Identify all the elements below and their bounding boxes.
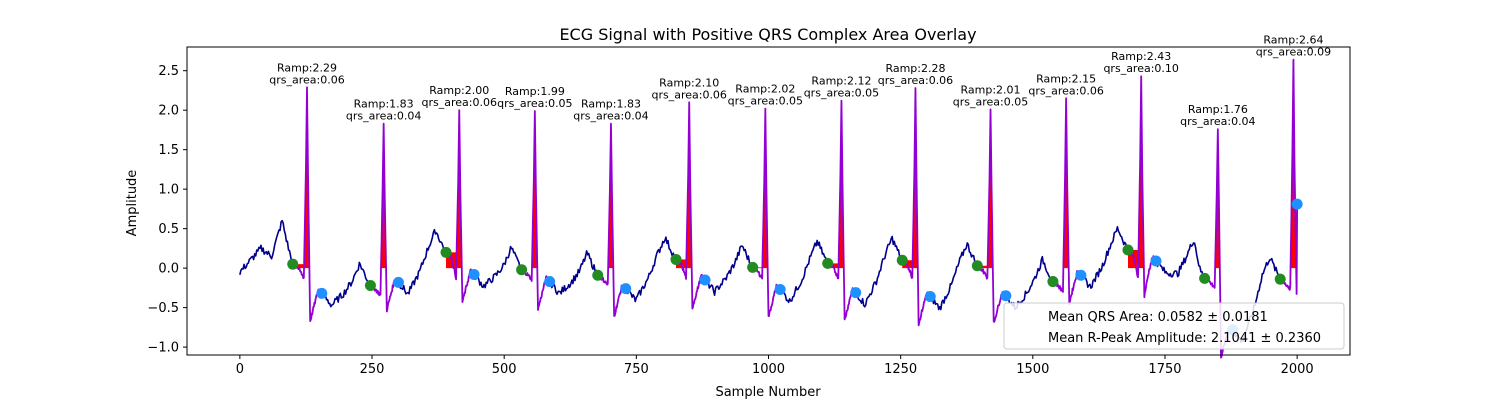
qrs-onset-marker xyxy=(592,269,604,281)
qrs-offset-marker xyxy=(924,291,936,303)
qrs-area-annotation: qrs_area:0.06 xyxy=(1028,84,1103,97)
y-tick-label: 1.0 xyxy=(158,183,179,198)
qrs-area-annotation: qrs_area:0.09 xyxy=(1256,46,1331,59)
ramp-annotation: Ramp:2.43 xyxy=(1111,50,1171,63)
ramp-annotation: Ramp:2.10 xyxy=(659,76,719,89)
y-tick-label: −1.0 xyxy=(147,341,179,356)
qrs-offset-marker xyxy=(1000,290,1012,302)
qrs-area-fill xyxy=(292,264,305,269)
ramp-annotation: Ramp:1.83 xyxy=(581,98,641,111)
qrs-area-annotation: qrs_area:0.06 xyxy=(878,74,953,87)
ramp-annotation: Ramp:2.29 xyxy=(277,61,337,74)
legend-entry: Mean QRS Area: 0.0582 ± 0.0181 xyxy=(1048,310,1268,325)
ecg-signal-line xyxy=(705,245,753,297)
y-tick-label: 0.0 xyxy=(158,262,179,277)
qrs-area-annotation: qrs_area:0.06 xyxy=(651,88,726,101)
qrs-onset-marker xyxy=(287,258,299,270)
qrs-onset-marker xyxy=(822,257,834,269)
x-tick-label: 1000 xyxy=(752,362,785,377)
qrs-offset-marker xyxy=(1075,269,1087,281)
qrs-onset-marker xyxy=(747,261,759,273)
qrs-offset-marker xyxy=(468,268,480,280)
qrs-area-annotation: qrs_area:0.04 xyxy=(573,110,648,123)
ecg-signal-line xyxy=(239,219,293,275)
y-tick-label: 1.5 xyxy=(158,143,179,158)
qrs-onset-marker xyxy=(1122,244,1134,256)
qrs-onset-marker xyxy=(516,264,528,276)
x-tick-label: 500 xyxy=(492,362,517,377)
qrs-offset-marker xyxy=(850,287,862,299)
ecg-signal-line xyxy=(549,250,599,295)
x-tick-label: 1250 xyxy=(884,362,917,377)
qrs-onset-marker xyxy=(440,246,452,258)
ramp-annotation: Ramp:1.76 xyxy=(1188,103,1248,116)
legend-box xyxy=(1003,302,1345,350)
qrs-area-annotation: qrs_area:0.06 xyxy=(422,96,497,109)
qrs-onset-marker xyxy=(1274,273,1286,285)
qrs-offset-marker xyxy=(620,283,632,295)
qrs-onset-marker xyxy=(364,280,376,292)
qrs-segment-line xyxy=(976,108,1007,323)
qrs-area-annotation: qrs_area:0.04 xyxy=(1180,115,1255,128)
qrs-onset-marker xyxy=(1199,272,1211,284)
y-tick-label: −0.5 xyxy=(147,301,179,316)
qrs-segment-line xyxy=(752,107,781,317)
ecg-signal-line xyxy=(626,236,677,303)
chart-title: ECG Signal with Positive QRS Complex Are… xyxy=(559,25,976,44)
x-tick-label: 2000 xyxy=(1281,362,1314,377)
ecg-signal-line xyxy=(473,245,522,289)
x-tick-label: 0 xyxy=(236,362,244,377)
qrs-offset-marker xyxy=(316,287,328,299)
qrs-onset-marker xyxy=(1047,276,1059,288)
y-axis-label: Amplitude xyxy=(125,170,140,237)
qrs-area-annotation: qrs_area:0.05 xyxy=(728,95,803,108)
qrs-offset-marker xyxy=(1291,198,1303,210)
axes: 0 250 500 750 1000 1250 1500 1750 2000 −1.0 −0.5 0.… xyxy=(147,46,1351,377)
x-tick-label: 1750 xyxy=(1148,362,1181,377)
ramp-annotation: Ramp:2.28 xyxy=(885,62,945,75)
x-tick-label: 1500 xyxy=(1016,362,1049,377)
qrs-onset-marker xyxy=(896,254,908,266)
plot-area: Ramp:2.29qrs_area:0.06Ramp:1.83qrs_area:… xyxy=(239,34,1331,359)
ecg-signal-line xyxy=(931,242,978,311)
ramp-annotation: Ramp:2.02 xyxy=(735,83,795,96)
legend: Mean QRS Area: 0.0582 ± 0.0181 Mean R-Pea… xyxy=(1003,302,1345,350)
qrs-area-annotation: qrs_area:0.10 xyxy=(1103,62,1178,75)
ramp-annotation: Ramp:1.83 xyxy=(354,98,414,111)
x-tick-label: 750 xyxy=(624,362,649,377)
ecg-signal-line xyxy=(780,239,828,304)
qrs-area-annotation: qrs_area:0.05 xyxy=(497,97,572,110)
y-tick-label: 2.5 xyxy=(158,64,179,79)
ecg-signal-line xyxy=(1080,225,1128,289)
qrs-onset-marker xyxy=(670,253,682,265)
y-tick-label: 0.5 xyxy=(158,222,179,237)
ecg-signal-line xyxy=(1155,242,1205,280)
y-tick-label: 2.0 xyxy=(158,104,179,119)
legend-entry: Mean R-Peak Amplitude: 2.1041 ± 0.2360 xyxy=(1048,331,1321,346)
qrs-segment-line xyxy=(901,87,931,327)
qrs-offset-marker xyxy=(774,283,786,295)
ramp-annotation: Ramp:2.12 xyxy=(811,75,871,88)
qrs-offset-marker xyxy=(544,276,556,288)
qrs-area-annotation: qrs_area:0.05 xyxy=(953,95,1028,108)
ramp-annotation: Ramp:2.15 xyxy=(1036,72,1096,85)
x-axis-label: Sample Number xyxy=(715,385,821,400)
qrs-onset-marker xyxy=(971,260,983,272)
ramp-annotation: Ramp:2.01 xyxy=(961,83,1021,96)
ramp-annotation: Ramp:2.64 xyxy=(1263,34,1323,47)
x-tick-label: 250 xyxy=(360,362,385,377)
ecg-signal-line xyxy=(1005,255,1053,311)
ecg-signal-line xyxy=(855,235,903,308)
qrs-offset-marker xyxy=(1150,255,1162,267)
qrs-offset-marker xyxy=(392,276,404,288)
qrs-area-annotation: qrs_area:0.06 xyxy=(269,73,344,86)
ramp-annotation: Ramp:2.00 xyxy=(429,84,489,97)
qrs-area-annotation: qrs_area:0.05 xyxy=(804,87,879,100)
ecg-signal-line xyxy=(322,261,371,308)
ecg-signal-line xyxy=(398,228,446,295)
qrs-offset-marker xyxy=(699,274,711,286)
qrs-area-annotation: qrs_area:0.04 xyxy=(346,110,421,123)
ramp-annotation: Ramp:1.99 xyxy=(505,85,565,98)
